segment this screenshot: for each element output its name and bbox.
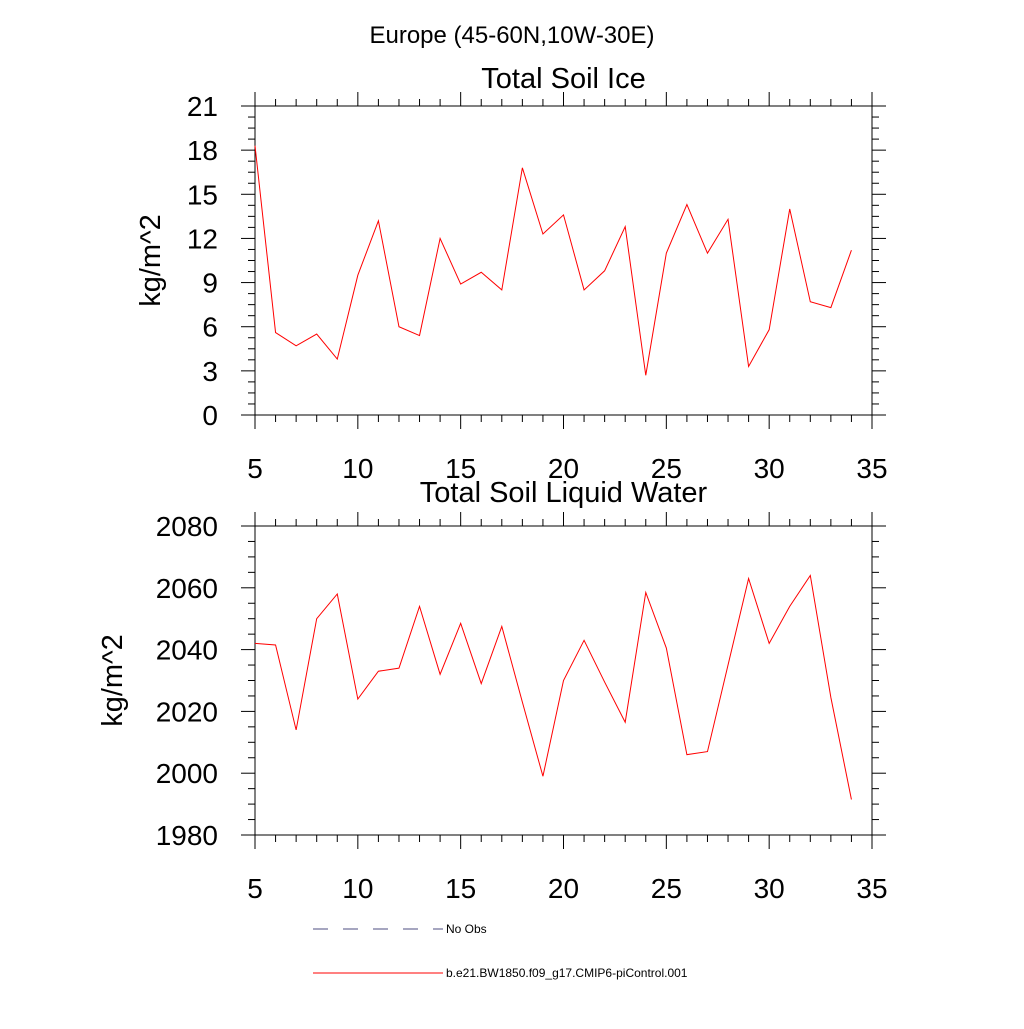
- ice-y-tick-label: 21: [187, 91, 218, 122]
- liquid-series-line: [254, 574, 852, 800]
- liquid-x-tick-label: 25: [651, 873, 682, 904]
- ice-panel-title: Total Soil Ice: [481, 63, 645, 95]
- ice-y-tick-label: 6: [202, 312, 218, 343]
- ice-y-tick-label: 3: [202, 356, 218, 387]
- ice-y-tick-label: 15: [187, 179, 218, 210]
- ice-x-tick-label: 20: [548, 453, 579, 484]
- ice-y-axis-label: kg/m^2: [135, 214, 167, 307]
- liquid-y-tick-label: 2060: [156, 573, 218, 604]
- legend-model-label: b.e21.BW1850.f09_g17.CMIP6-piControl.001: [446, 966, 688, 980]
- liquid-panel-title: Total Soil Liquid Water: [420, 477, 708, 509]
- ice-y-tick-label: 18: [187, 135, 218, 166]
- ice-x-tick-label: 15: [445, 453, 476, 484]
- ice-y-tick-label: 12: [187, 223, 218, 254]
- liquid-x-tick-label: 20: [548, 873, 579, 904]
- ice-x-tick-label: 25: [651, 453, 682, 484]
- ice-x-tick-label: 35: [856, 453, 887, 484]
- figure-title: Europe (45-60N,10W-30E): [369, 22, 654, 49]
- liquid-x-tick-label: 35: [856, 873, 887, 904]
- liquid-y-axis-label: kg/m^2: [97, 634, 129, 727]
- ice-y-tick-label: 9: [202, 268, 218, 299]
- legend: No Obs b.e21.BW1850.f09_g17.CMIP6-piCont…: [313, 922, 688, 980]
- ice-y-tick-label: 0: [202, 400, 218, 431]
- ice-x-tick-label: 5: [247, 453, 263, 484]
- liquid-x-tick-label: 5: [247, 873, 263, 904]
- ice-plot-frame: [254, 105, 873, 416]
- liquid-panel: Total Soil Liquid Waterkg/m^219802000202…: [97, 477, 888, 904]
- liquid-y-tick-label: 2020: [156, 696, 218, 727]
- ice-x-tick-label: 10: [342, 453, 373, 484]
- ice-series-line: [254, 145, 852, 376]
- liquid-x-tick-label: 30: [754, 873, 785, 904]
- liquid-y-tick-label: 2000: [156, 758, 218, 789]
- liquid-x-tick-label: 15: [445, 873, 476, 904]
- liquid-x-tick-label: 10: [342, 873, 373, 904]
- ice-panel: Total Soil Ice kg/m^2 0 3 6 9 12 15 18 21 5 10 15 20 2…: [135, 63, 888, 484]
- liquid-y-tick-label: 2080: [156, 511, 218, 542]
- ice-x-tick-label: 30: [754, 453, 785, 484]
- liquid-y-tick-label: 2040: [156, 635, 218, 666]
- legend-obs-label: No Obs: [446, 922, 487, 936]
- liquid-y-tick-label: 1980: [156, 820, 218, 851]
